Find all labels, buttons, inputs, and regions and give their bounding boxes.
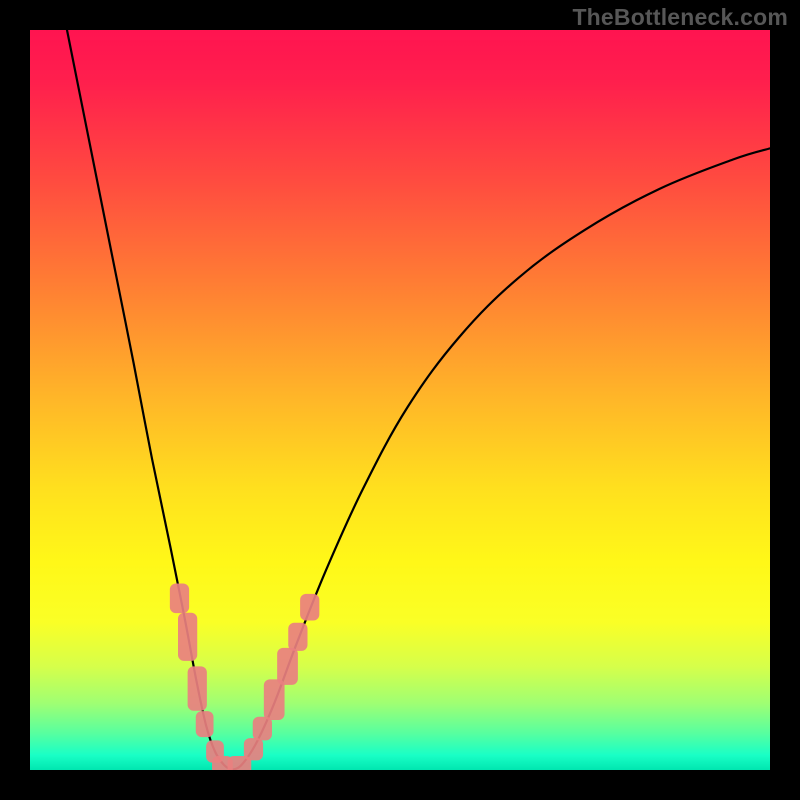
watermark-text: TheBottleneck.com bbox=[572, 4, 788, 31]
data-marker bbox=[188, 666, 207, 710]
data-marker bbox=[288, 623, 307, 651]
data-marker bbox=[178, 613, 197, 661]
bottleneck-curve-chart bbox=[30, 30, 770, 770]
chart-svg bbox=[30, 30, 770, 770]
data-marker bbox=[277, 648, 298, 685]
data-marker bbox=[253, 717, 272, 741]
data-marker bbox=[196, 711, 214, 737]
data-marker bbox=[264, 679, 285, 720]
data-marker bbox=[244, 738, 263, 760]
data-marker bbox=[170, 584, 189, 614]
chart-frame: TheBottleneck.com bbox=[0, 0, 800, 800]
data-marker bbox=[300, 594, 319, 621]
